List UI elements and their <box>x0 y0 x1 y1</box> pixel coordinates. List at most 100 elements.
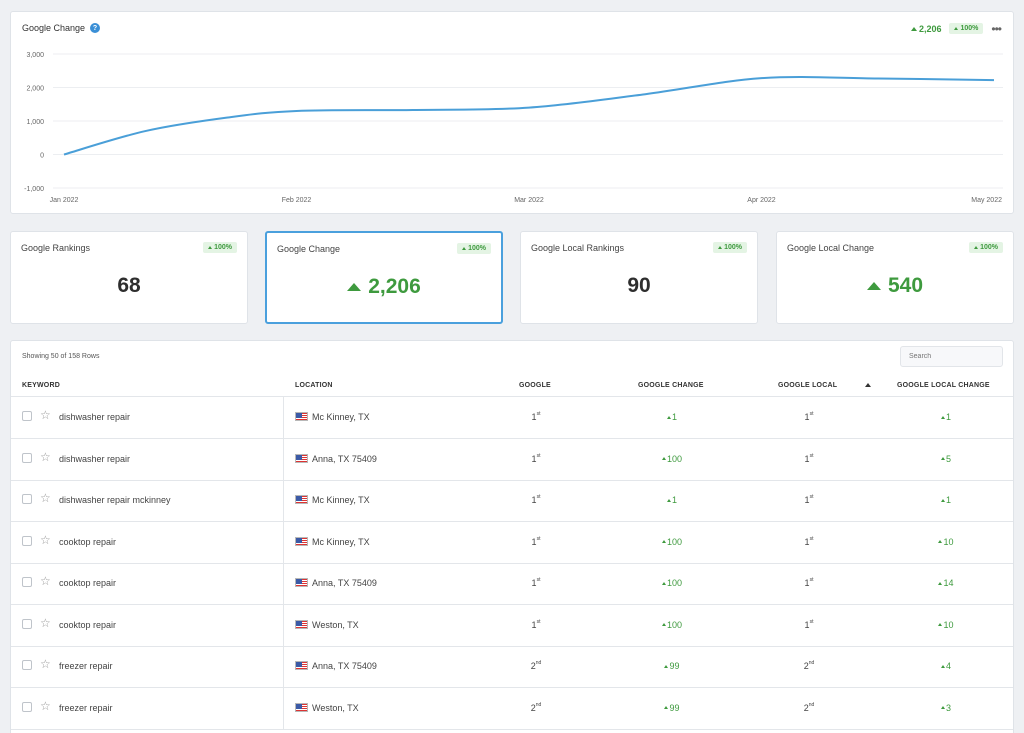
table-row[interactable]: ☆ dishwasher repair Mc Kinney, TX 1st 1 1st 1 <box>11 397 1013 439</box>
google-rank: 1 <box>531 495 537 505</box>
google-local-change-cell: 1 <box>906 495 986 505</box>
table-row[interactable]: ☆ dishwasher repair Anna, TX 75409 1st 100 1s… <box>11 438 1013 481</box>
row-checkbox[interactable] <box>22 660 32 670</box>
column-divider <box>283 646 284 687</box>
google-local-rank-cell: 2nd <box>769 702 849 713</box>
stat-card-badge-text: 100% <box>468 245 486 252</box>
star-icon[interactable]: ☆ <box>40 615 51 630</box>
row-checkbox[interactable] <box>22 701 32 712</box>
column-divider <box>283 604 284 646</box>
location-cell: Weston, TX <box>312 619 359 630</box>
stat-card-badge: 100% <box>457 243 491 254</box>
sort-asc-icon[interactable] <box>865 383 871 387</box>
arrow-up-icon <box>661 581 666 585</box>
search-input[interactable] <box>900 346 1003 367</box>
google-rank-suffix: nd <box>535 660 542 666</box>
google-local-change-cell: 3 <box>906 703 986 713</box>
star-icon[interactable]: ☆ <box>40 408 51 422</box>
stat-card-badge: 100% <box>203 242 237 253</box>
rows-count-label: Showing 50 of 158 Rows <box>22 353 100 360</box>
table-row[interactable]: ☆ cooktop repair Mc Kinney, TX 1st 100 1st 10 <box>11 521 1013 564</box>
chart-summary-value: 2,206 <box>910 24 941 34</box>
row-checkbox[interactable] <box>22 452 32 463</box>
google-local-rank-cell: 1st <box>769 411 849 422</box>
us-flag-icon <box>295 453 308 463</box>
google-rank: 1 <box>531 536 537 547</box>
google-local-rank-cell: 1st <box>769 494 849 505</box>
google-rank: 1 <box>531 619 537 630</box>
header-keyword[interactable]: KEYWORD <box>22 382 60 389</box>
y-tick-label: 3,000 <box>26 52 44 59</box>
star-icon[interactable]: ☆ <box>40 532 51 547</box>
stat-card-value: 2,206 <box>267 275 501 299</box>
stat-card[interactable]: Google Local Change 100% 540 <box>776 231 1014 324</box>
google-rank: 1 <box>531 453 537 464</box>
stat-card-badge-text: 100% <box>724 244 742 251</box>
header-google-local-change[interactable]: GOOGLE LOCAL CHANGE <box>897 382 990 389</box>
row-checkbox[interactable] <box>22 494 32 504</box>
stat-card[interactable]: Google Change 100% 2,206 <box>265 231 503 324</box>
star-icon[interactable]: ☆ <box>40 657 51 671</box>
google-local-change-value: 3 <box>945 702 951 713</box>
google-rank-cell: 2nd <box>496 702 576 713</box>
stat-card[interactable]: Google Local Rankings 100% 90 <box>520 231 758 324</box>
keyword-cell: dishwasher repair <box>59 412 131 422</box>
row-checkbox[interactable] <box>22 535 32 546</box>
line-chart: 3,000 2,000 1,000 0 -1,000 Jan 2022 Feb 2022 Ma… <box>24 52 1003 204</box>
table-row[interactable]: ☆ cooktop repair Weston, TX 1st 100 1st 10 <box>11 604 1013 647</box>
more-dots-icon[interactable]: ••• <box>991 21 1002 36</box>
google-change-value: 1 <box>671 495 677 505</box>
arrow-up-icon <box>661 457 666 460</box>
google-change-value: 100 <box>666 453 683 464</box>
google-rank-cell: 1st <box>496 453 576 464</box>
question-circle-icon[interactable]: ? <box>90 23 101 33</box>
google-local-rank-suffix: st <box>809 618 814 625</box>
google-local-rank: 1 <box>804 619 810 630</box>
star-icon[interactable]: ☆ <box>40 698 51 713</box>
table-row[interactable]: ☆ freezer repair Anna, TX 75409 2nd 99 2nd 4 <box>11 646 1013 688</box>
header-google-local[interactable]: GOOGLE LOCAL <box>778 382 838 389</box>
google-change-value: 100 <box>666 619 683 630</box>
stat-card-value-text: 68 <box>117 274 141 297</box>
google-change-cell: 99 <box>632 703 712 713</box>
google-local-rank-suffix: st <box>809 452 814 459</box>
stat-card-badge-text: 100% <box>980 244 998 251</box>
location-cell: Anna, TX 75409 <box>312 661 377 671</box>
table-row[interactable]: ☆ dishwasher repair mckinney Mc Kinney, TX… <box>11 480 1013 522</box>
stat-card[interactable]: Google Rankings 100% 68 <box>10 231 248 324</box>
google-change-value: 100 <box>666 578 683 588</box>
google-rank-cell: 1st <box>496 494 576 505</box>
x-tick-label: Apr 2022 <box>747 197 776 204</box>
row-checkbox[interactable] <box>22 577 32 587</box>
star-icon[interactable]: ☆ <box>40 491 51 505</box>
header-google-change[interactable]: GOOGLE CHANGE <box>638 382 704 389</box>
google-rank-suffix: st <box>536 577 541 583</box>
google-rank: 2 <box>530 702 536 713</box>
y-tick-label: 2,000 <box>26 86 44 93</box>
row-checkbox[interactable] <box>22 618 32 629</box>
location-cell: Mc Kinney, TX <box>312 412 370 422</box>
google-local-rank: 1 <box>804 453 810 464</box>
row-checkbox[interactable] <box>22 411 32 421</box>
star-icon[interactable]: ☆ <box>40 574 51 588</box>
google-rank-suffix: st <box>536 411 541 417</box>
arrow-up-icon <box>666 498 671 502</box>
arrow-up-icon <box>940 664 945 668</box>
stat-card-value-text: 2,206 <box>368 275 421 298</box>
x-tick-label: May 2022 <box>971 197 1002 204</box>
column-divider <box>283 563 284 604</box>
star-icon[interactable]: ☆ <box>40 449 51 464</box>
arrow-up-icon <box>940 706 945 709</box>
google-rank-suffix: st <box>536 618 541 625</box>
header-location[interactable]: LOCATION <box>295 382 333 389</box>
stat-card-title: Google Local Rankings <box>531 243 625 253</box>
google-change-cell: 100 <box>632 454 712 464</box>
google-local-rank-suffix: st <box>809 494 814 500</box>
google-change-cell: 100 <box>632 620 712 630</box>
header-google[interactable]: GOOGLE <box>519 382 551 389</box>
google-local-rank: 1 <box>804 495 810 505</box>
y-tick-label: -1,000 <box>24 186 44 193</box>
table-row[interactable]: ☆ cooktop repair Anna, TX 75409 1st 100 1st 14 <box>11 563 1013 605</box>
us-flag-icon <box>295 702 308 712</box>
table-row[interactable]: ☆ freezer repair Weston, TX 2nd 99 2nd 3 <box>11 687 1013 730</box>
